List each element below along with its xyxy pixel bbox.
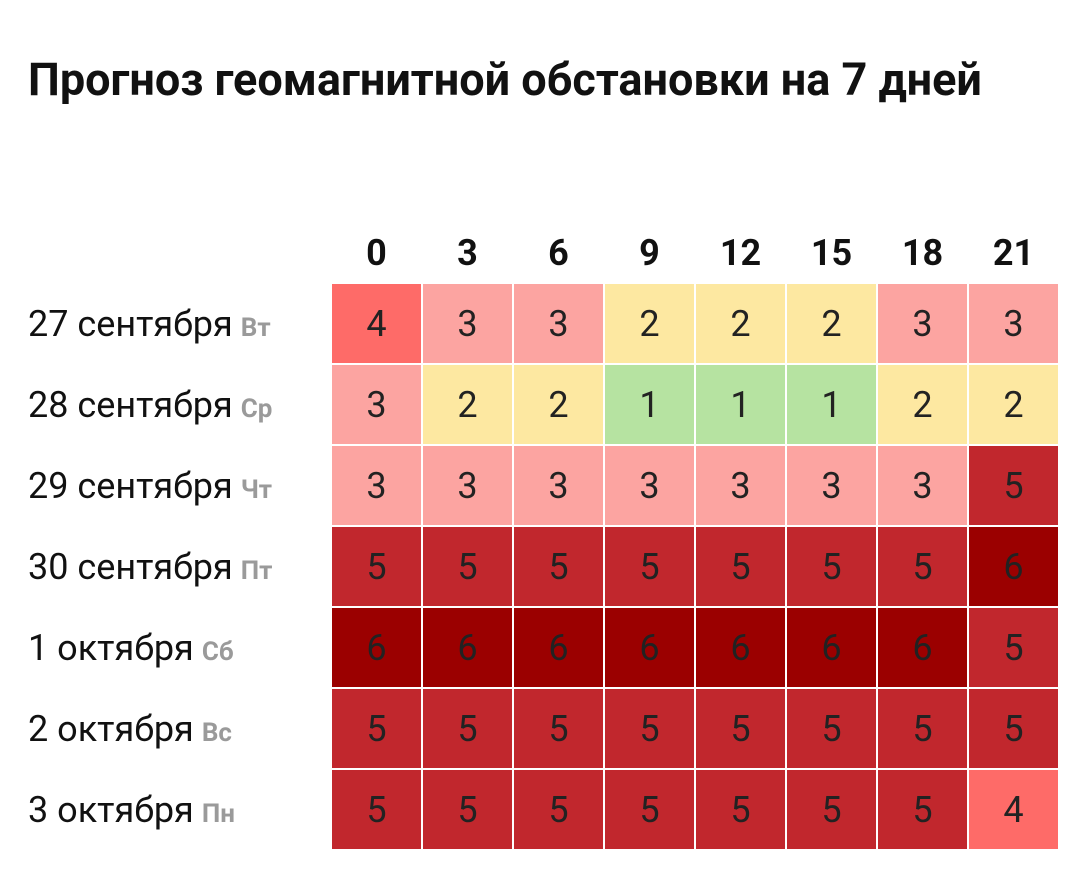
level-cell: 5 <box>787 770 876 849</box>
level-cell: 5 <box>332 527 421 606</box>
level-cell: 3 <box>514 446 603 525</box>
level-cell: 3 <box>514 284 603 363</box>
day-row: 30 сентября Пт 5 5 5 5 5 5 5 6 <box>22 527 1058 606</box>
date: 1 октября <box>28 626 194 669</box>
table-body: 27 сентября Вт 4 3 3 2 2 2 3 3 28 сентября Ср 3 2 2 1 1 1… <box>22 284 1058 849</box>
level-cell: 3 <box>332 446 421 525</box>
hour-header: 15 <box>810 232 853 274</box>
level-cell: 5 <box>514 689 603 768</box>
level-cell: 5 <box>969 446 1058 525</box>
level-cell: 3 <box>696 446 785 525</box>
date: 27 сентября <box>28 302 233 345</box>
date-cell: 3 октября Пн <box>22 770 330 849</box>
level-cell: 1 <box>696 365 785 444</box>
level-cell: 3 <box>787 446 876 525</box>
level-cell: 5 <box>969 689 1058 768</box>
level-cell: 3 <box>878 284 967 363</box>
level-cell: 2 <box>696 284 785 363</box>
weekday: Пт <box>240 555 273 586</box>
level-cell: 5 <box>787 689 876 768</box>
forecast-table: 0 3 6 9 12 15 18 21 27 сентября Вт 4 3 3 2 2 2 3 3 28 сен… <box>20 222 1060 851</box>
level-cell: 5 <box>423 689 512 768</box>
date-cell: 28 сентября Ср <box>22 365 330 444</box>
level-cell: 4 <box>332 284 421 363</box>
weekday: Чт <box>240 474 273 505</box>
level-cell: 5 <box>969 608 1058 687</box>
level-cell: 5 <box>787 527 876 606</box>
title: Прогноз геомагнитной обстановки на 7 дне… <box>28 53 982 106</box>
corner <box>22 224 330 282</box>
day-row: 28 сентября Ср 3 2 2 1 1 1 2 2 <box>22 365 1058 444</box>
level-cell: 5 <box>423 770 512 849</box>
level-cell: 6 <box>332 608 421 687</box>
hour-header: 21 <box>992 232 1035 274</box>
level-cell: 5 <box>514 527 603 606</box>
level-cell: 3 <box>423 284 512 363</box>
day-row: 2 октября Вс 5 5 5 5 5 5 5 5 <box>22 689 1058 768</box>
level-cell: 2 <box>969 365 1058 444</box>
day-row: 29 сентября Чт 3 3 3 3 3 3 3 5 <box>22 446 1058 525</box>
level-cell: 5 <box>878 689 967 768</box>
level-cell: 6 <box>878 608 967 687</box>
level-cell: 3 <box>332 365 421 444</box>
level-cell: 3 <box>878 446 967 525</box>
level-cell: 6 <box>514 608 603 687</box>
level-cell: 6 <box>787 608 876 687</box>
date: 29 сентября <box>28 464 233 507</box>
level-cell: 5 <box>514 770 603 849</box>
date: 2 октября <box>28 707 194 750</box>
date-cell: 30 сентября Пт <box>22 527 330 606</box>
level-cell: 2 <box>423 365 512 444</box>
level-cell: 5 <box>878 527 967 606</box>
level-cell: 5 <box>605 770 694 849</box>
level-cell: 5 <box>605 689 694 768</box>
level-cell: 2 <box>605 284 694 363</box>
level-cell: 6 <box>696 608 785 687</box>
date-cell: 29 сентября Чт <box>22 446 330 525</box>
level-cell: 3 <box>605 446 694 525</box>
level-cell: 5 <box>696 527 785 606</box>
table-head: 0 3 6 9 12 15 18 21 <box>22 224 1058 282</box>
date-cell: 2 октября Вс <box>22 689 330 768</box>
level-cell: 4 <box>969 770 1058 849</box>
level-cell: 3 <box>423 446 512 525</box>
date: 28 сентября <box>28 383 233 426</box>
weekday: Вс <box>201 717 232 748</box>
day-row: 27 сентября Вт 4 3 3 2 2 2 3 3 <box>22 284 1058 363</box>
hour-header: 12 <box>719 232 762 274</box>
day-row: 3 октября Пн 5 5 5 5 5 5 5 4 <box>22 770 1058 849</box>
level-cell: 5 <box>332 770 421 849</box>
level-cell: 6 <box>605 608 694 687</box>
date-cell: 27 сентября Вт <box>22 284 330 363</box>
level-cell: 5 <box>878 770 967 849</box>
hour-header: 6 <box>548 232 569 274</box>
header-row: 0 3 6 9 12 15 18 21 <box>22 224 1058 282</box>
hour-header: 9 <box>639 232 660 274</box>
level-cell: 5 <box>696 689 785 768</box>
level-cell: 2 <box>787 284 876 363</box>
level-cell: 6 <box>423 608 512 687</box>
date-cell: 1 октября Сб <box>22 608 330 687</box>
weekday: Вт <box>240 312 271 343</box>
weekday: Ср <box>240 393 273 424</box>
date: 3 октября <box>28 788 194 831</box>
hour-header: 3 <box>457 232 478 274</box>
level-cell: 6 <box>969 527 1058 606</box>
level-cell: 5 <box>696 770 785 849</box>
hour-header: 0 <box>366 232 387 274</box>
hour-header: 18 <box>901 232 944 274</box>
weekday: Сб <box>201 636 234 667</box>
level-cell: 5 <box>605 527 694 606</box>
date: 30 сентября <box>28 545 233 588</box>
level-cell: 1 <box>605 365 694 444</box>
weekday: Пн <box>201 798 235 829</box>
level-cell: 3 <box>969 284 1058 363</box>
level-cell: 1 <box>787 365 876 444</box>
level-cell: 2 <box>878 365 967 444</box>
day-row: 1 октября Сб 6 6 6 6 6 6 6 5 <box>22 608 1058 687</box>
level-cell: 5 <box>423 527 512 606</box>
level-cell: 2 <box>514 365 603 444</box>
level-cell: 5 <box>332 689 421 768</box>
